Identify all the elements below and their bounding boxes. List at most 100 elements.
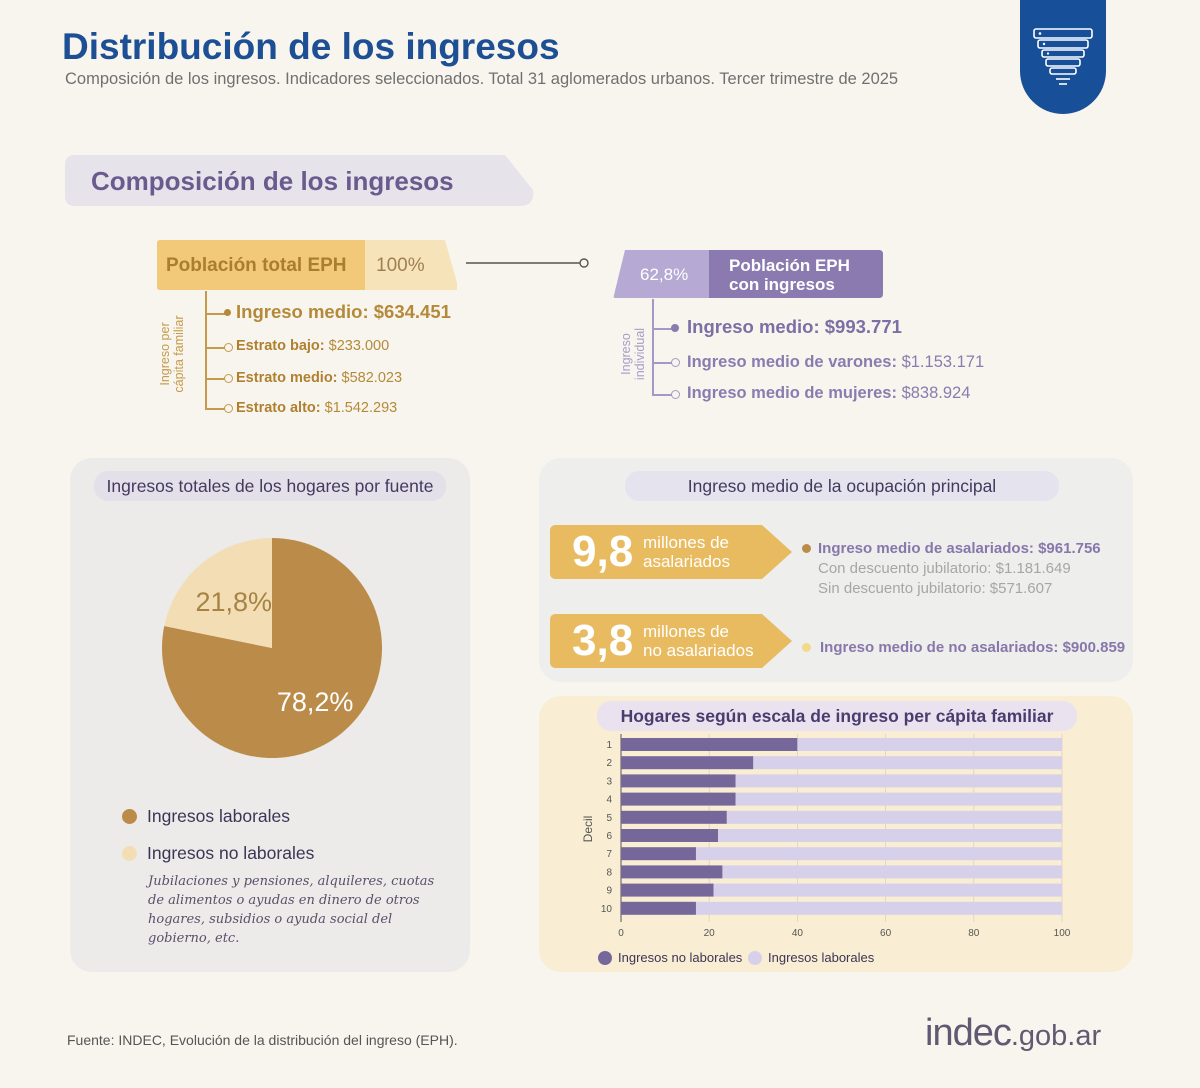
axis-label-line1: Ingreso per — [158, 322, 172, 386]
bar-segment — [621, 738, 798, 751]
pie-chart: 78,2% 21,8% — [161, 538, 382, 758]
ocupacion-title: Ingreso medio de la ocupación principal — [625, 471, 1059, 501]
bar-segment — [621, 792, 736, 806]
bar-segment — [718, 829, 1062, 842]
y-tick-label: 5 — [606, 813, 612, 824]
bar-segment — [621, 774, 736, 788]
legend-swatch — [748, 950, 762, 965]
y-tick-label: 4 — [606, 795, 612, 806]
tree-branch — [205, 347, 225, 349]
stacked-layers-icon — [1033, 28, 1093, 85]
legend-ingresos-no-laborales: Ingresos no laborales — [122, 843, 314, 864]
legend-swatch — [122, 809, 137, 824]
tree-line — [205, 291, 207, 409]
no-asalariados-arrow — [550, 614, 792, 668]
bullet — [224, 404, 233, 413]
page-subtitle: Composición de los ingresos. Indicadores… — [65, 70, 899, 88]
legend-laborales: Ingresos laborales — [748, 949, 874, 967]
pie-slice-label: 78,2% — [277, 687, 354, 717]
poblacion-total-pct: 100% — [376, 255, 425, 276]
legend-swatch — [122, 846, 137, 861]
asalariados-ingreso-medio: Ingreso medio de asalariados: $961.756 — [818, 540, 1101, 557]
bar-segment — [621, 756, 754, 770]
bar-segment — [713, 883, 1062, 897]
axis-label-line1: Ingreso — [619, 333, 633, 375]
y-tick-label: 8 — [606, 867, 612, 878]
x-tick-label: 40 — [792, 928, 804, 939]
sin-descuento: Sin descuento jubilatorio: $571.607 — [818, 580, 1053, 597]
ingreso-varones-row: Ingreso medio de varones: $1.153.171 — [687, 353, 985, 371]
bar-segment — [621, 865, 723, 879]
poblacion-con-ingresos-banner: 62,8% Población EPH con ingresos — [613, 250, 883, 298]
bar-segment — [621, 810, 727, 824]
y-tick-label: 1 — [606, 740, 612, 751]
no-asalariados-number: 3,8 — [572, 616, 634, 665]
asalariados-arrow — [550, 525, 792, 579]
indec-logo[interactable]: indec.gob.ar — [925, 1012, 1102, 1054]
bar-segment — [726, 810, 1062, 824]
ocupacion-panel: Ingreso medio de la ocupación principal … — [539, 458, 1133, 682]
bar-segment — [797, 738, 1062, 751]
estrato-alto-row: Estrato alto: $1.542.293 — [236, 400, 398, 416]
asalariados-number: 9,8 — [572, 527, 634, 576]
ingreso-mujeres-row: Ingreso medio de mujeres: $838.924 — [687, 384, 971, 402]
estrato-bajo-row: Estrato bajo: $233.000 — [236, 338, 390, 354]
bar-segment — [735, 792, 1062, 806]
bar-segment — [753, 756, 1062, 770]
no-asalariados-ingreso-medio: Ingreso medio de no asalariados: $900.85… — [820, 639, 1126, 656]
y-tick-label: 10 — [601, 904, 613, 915]
bar-segment — [621, 829, 719, 842]
tree-branch — [652, 362, 672, 364]
bullet — [224, 343, 233, 352]
bullet — [671, 324, 679, 332]
pie-slice — [161, 538, 382, 758]
poblacion-con-ingresos-pct: 62,8% — [640, 265, 689, 284]
y-tick-label: 9 — [606, 886, 612, 897]
badge — [1020, 0, 1106, 114]
bar-segment — [695, 847, 1062, 861]
line-connector-icon — [466, 258, 589, 268]
poblacion-con-ingresos-label: Población EPH con ingresos — [729, 256, 850, 294]
asalariados-label: millones de asalariados — [643, 533, 730, 571]
bar-segment — [722, 865, 1062, 879]
x-tick-label: 0 — [618, 928, 624, 939]
page-title: Distribución de los ingresos — [62, 26, 560, 67]
axis-label-line2: cápita familiar — [172, 315, 186, 393]
axis-label-line2: individual — [633, 327, 647, 381]
bullet — [802, 544, 811, 553]
y-axis-label: Decil — [581, 816, 595, 843]
legend-no-laborales: Ingresos no laborales — [598, 949, 742, 967]
section-tag: Composición de los ingresos — [65, 155, 535, 206]
bar-segment — [695, 901, 1062, 915]
bar-segment — [735, 774, 1062, 788]
ingreso-per-capita-axis-label: Ingreso per cápita familiar — [117, 315, 227, 392]
bars-panel: Hogares según escala de ingreso per cápi… — [539, 696, 1133, 972]
section-title: Composición de los ingresos — [91, 166, 454, 196]
ingreso-individual-axis-label: Ingreso individual — [583, 328, 683, 380]
x-tick-label: 20 — [704, 928, 716, 939]
pie-slice-label: 21,8% — [195, 587, 272, 617]
bullet — [671, 358, 680, 367]
tree-line — [652, 299, 654, 395]
y-tick-label: 6 — [606, 831, 612, 842]
pie-panel-title: Ingresos totales de los hogares por fuen… — [94, 471, 446, 501]
tree-branch — [652, 328, 672, 330]
x-tick-label: 100 — [1054, 928, 1071, 939]
tree-branch — [205, 408, 225, 410]
con-descuento: Con descuento jubilatorio: $1.181.649 — [818, 560, 1071, 577]
bullet — [224, 309, 231, 316]
bullet — [802, 643, 811, 652]
no-laborales-note: Jubilaciones y pensiones, alquileres, cu… — [148, 874, 435, 946]
ingreso-medio-row: Ingreso medio: $634.451 — [236, 301, 451, 322]
y-tick-label: 2 — [606, 758, 612, 769]
legend-swatch — [598, 950, 612, 965]
tree-branch — [652, 394, 672, 396]
bullet — [671, 390, 680, 399]
bar-segment — [621, 847, 696, 861]
estrato-medio-row: Estrato medio: $582.023 — [236, 370, 403, 386]
no-asalariados-label: millones de no asalariados — [643, 622, 754, 660]
bar-segment — [621, 883, 714, 897]
legend-ingresos-laborales: Ingresos laborales — [122, 806, 290, 827]
y-tick-label: 7 — [606, 849, 612, 860]
source-note: Fuente: INDEC, Evolución de la distribuc… — [67, 1032, 458, 1048]
